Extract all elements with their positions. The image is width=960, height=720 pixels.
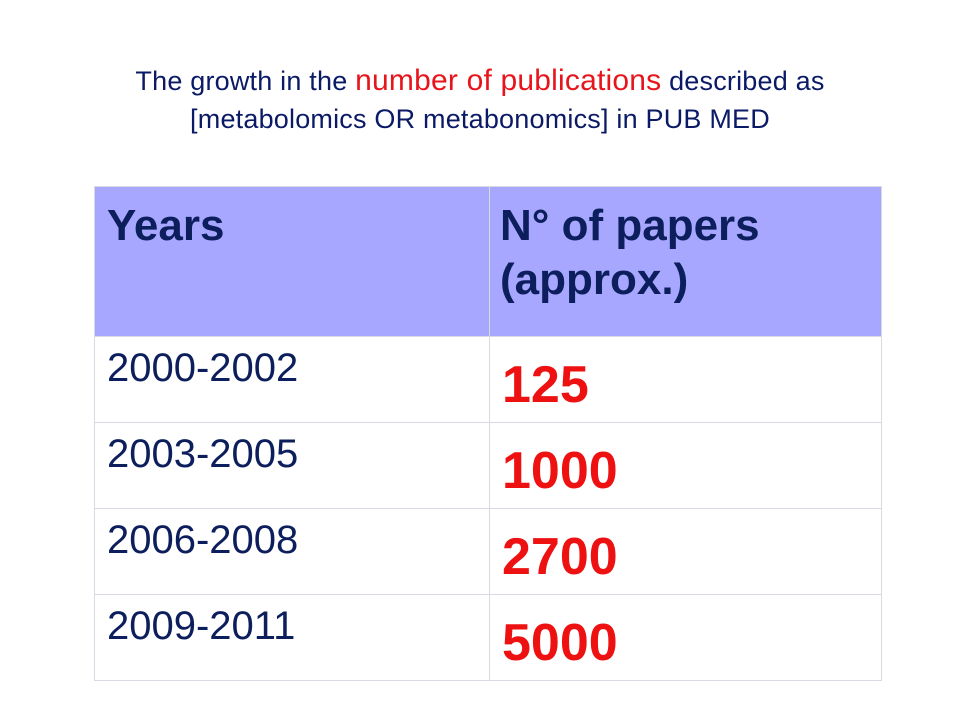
slide-title: The growth in the number of publications… bbox=[0, 62, 960, 138]
row-papers: 2700 bbox=[489, 508, 882, 595]
publications-table: Years N° of papers (approx.) 2000-2002 1… bbox=[94, 186, 882, 681]
header-years: Years bbox=[94, 186, 490, 337]
header-papers-line-1: N° of papers bbox=[500, 201, 760, 250]
table-row: 2000-2002 125 bbox=[94, 336, 882, 423]
table-row: 2009-2011 5000 bbox=[94, 594, 882, 681]
table-row: 2003-2005 1000 bbox=[94, 422, 882, 509]
title-line-1: The growth in the number of publications… bbox=[0, 62, 960, 100]
title-highlight: number of publications bbox=[355, 64, 662, 97]
row-years: 2006-2008 bbox=[94, 508, 490, 595]
header-papers: N° of papers (approx.) bbox=[489, 186, 882, 337]
row-papers: 5000 bbox=[489, 594, 882, 681]
row-papers: 1000 bbox=[489, 422, 882, 509]
row-years: 2009-2011 bbox=[94, 594, 490, 681]
title-line-2: [metabolomics OR metabonomics] in PUB ME… bbox=[190, 104, 770, 134]
table-header-row: Years N° of papers (approx.) bbox=[94, 186, 882, 337]
row-years: 2003-2005 bbox=[94, 422, 490, 509]
title-line-1-post: described as bbox=[661, 66, 825, 96]
row-papers: 125 bbox=[489, 336, 882, 423]
row-years: 2000-2002 bbox=[94, 336, 490, 423]
table-row: 2006-2008 2700 bbox=[94, 508, 882, 595]
header-papers-line-2: (approx.) bbox=[500, 255, 689, 304]
title-line-1-pre: The growth in the bbox=[135, 66, 356, 96]
